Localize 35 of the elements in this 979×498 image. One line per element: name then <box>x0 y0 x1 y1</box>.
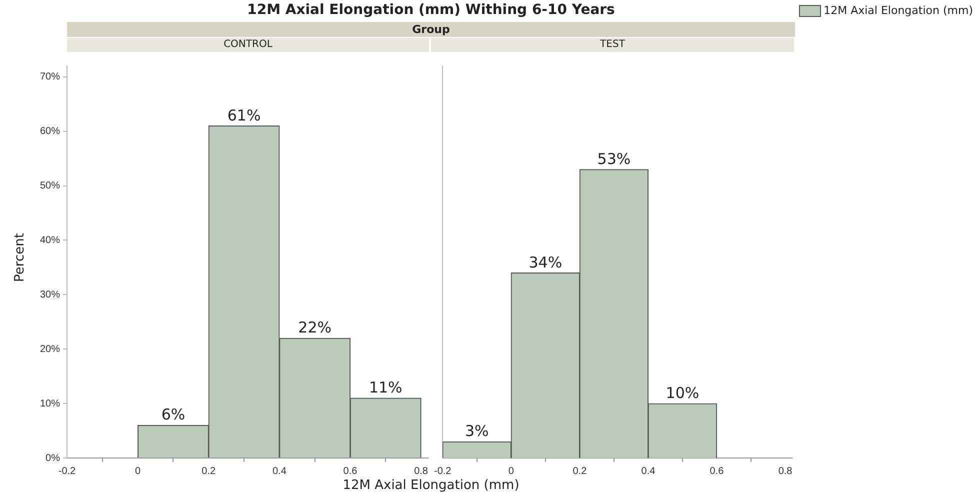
x-tick-label: -0.2 <box>434 466 452 477</box>
x-tick-label: 0.6 <box>710 466 724 477</box>
data-label: 6% <box>161 406 186 424</box>
data-label: 61% <box>227 106 261 124</box>
x-tick-label: 0.4 <box>641 466 656 477</box>
data-label: 22% <box>298 318 332 337</box>
x-tick-label: 0.8 <box>778 466 793 477</box>
x-tick-label: 0 <box>135 466 142 477</box>
data-label: 3% <box>464 422 489 440</box>
data-label: 10% <box>666 384 700 402</box>
chart-subtitle: Group <box>67 22 795 37</box>
data-label: 11% <box>368 378 402 396</box>
data-label: 34% <box>528 253 562 272</box>
x-tick-label: 0.6 <box>343 466 358 477</box>
y-tick-label: 20% <box>40 344 60 355</box>
y-tick-label: 40% <box>40 234 60 246</box>
x-tick-label: 0.8 <box>414 466 428 477</box>
x-tick-label: -0.2 <box>58 466 76 477</box>
y-tick-label: 0% <box>46 452 60 464</box>
chart-title: 12M Axial Elongation (mm) Withing 6-10 Years <box>246 2 616 18</box>
text: CONTROL <box>67 38 429 52</box>
x-tick-label: 0.2 <box>572 466 588 477</box>
text: TEST <box>431 38 794 52</box>
x-axis-title: 12M Axial Elongation (mm) <box>342 478 520 493</box>
y-tick-label: 30% <box>40 289 60 300</box>
data-label: 53% <box>597 150 631 168</box>
x-tick-label: 0 <box>508 466 514 477</box>
y-tick-label: 70% <box>40 72 60 83</box>
y-tick-label: 10% <box>40 398 60 410</box>
y-tick-label: 50% <box>40 180 60 192</box>
x-tick-label: 0.2 <box>202 466 216 477</box>
y-axis-title: Percent <box>12 232 28 284</box>
y-tick-label: 60% <box>40 126 60 138</box>
legend-label: 12M Axial Elongation (mm) <box>824 4 973 17</box>
x-tick-label: 0.4 <box>272 466 287 477</box>
